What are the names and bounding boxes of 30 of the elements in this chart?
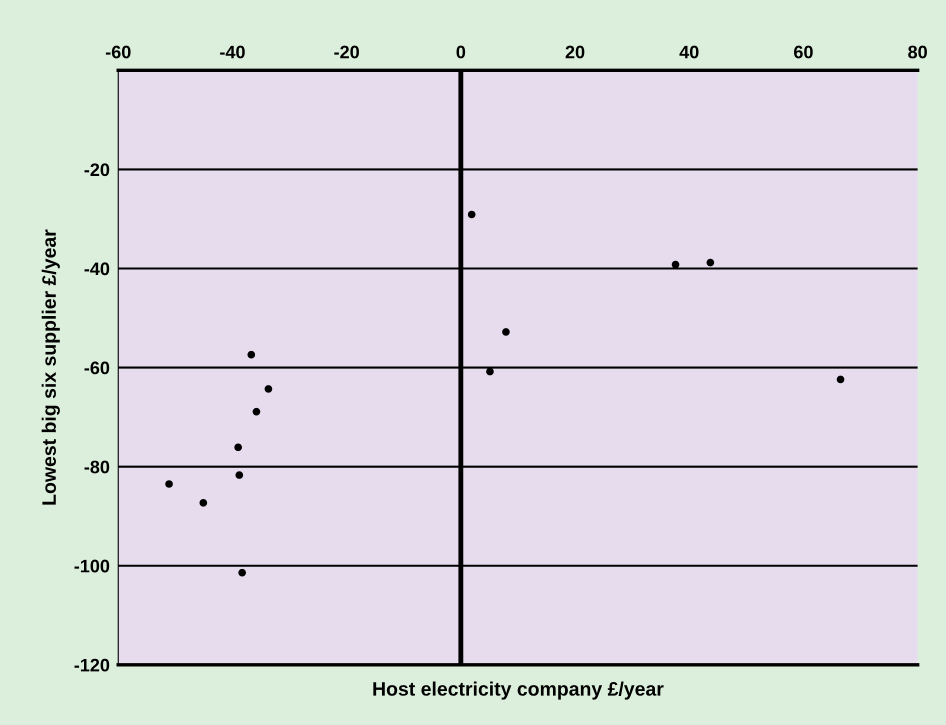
y-axis-title: Lowest big six supplier £/year — [42, 230, 60, 505]
x-tick-label: -20 — [334, 46, 359, 58]
point — [486, 368, 494, 376]
point — [234, 444, 242, 452]
x-tick-label: 80 — [908, 46, 927, 58]
x-tick-label: 20 — [566, 46, 584, 58]
point — [468, 210, 476, 218]
y-tick-label: -60 — [84, 362, 110, 374]
x-tick-label: 40 — [679, 46, 699, 58]
point — [706, 258, 714, 266]
point — [200, 499, 208, 507]
y-tick-label: -100 — [74, 560, 110, 572]
y-tick-label: -80 — [84, 460, 110, 474]
y-tick-label: -40 — [84, 262, 110, 276]
point — [264, 385, 272, 393]
y-tick-label: -20 — [84, 163, 110, 176]
x-axis-title: Host electricity company £/year — [373, 681, 664, 700]
x-tick-label: 60 — [794, 46, 813, 58]
point — [252, 408, 260, 416]
x-tick-label: -60 — [106, 46, 131, 58]
point — [672, 260, 680, 268]
point — [502, 328, 510, 336]
point — [165, 480, 173, 488]
point — [836, 376, 844, 384]
x-tick-label: 0 — [456, 46, 466, 58]
y-tick-label: -120 — [74, 658, 110, 672]
point — [238, 568, 246, 576]
point — [247, 350, 256, 358]
x-tick-label: -40 — [220, 46, 245, 58]
point — [235, 471, 244, 479]
